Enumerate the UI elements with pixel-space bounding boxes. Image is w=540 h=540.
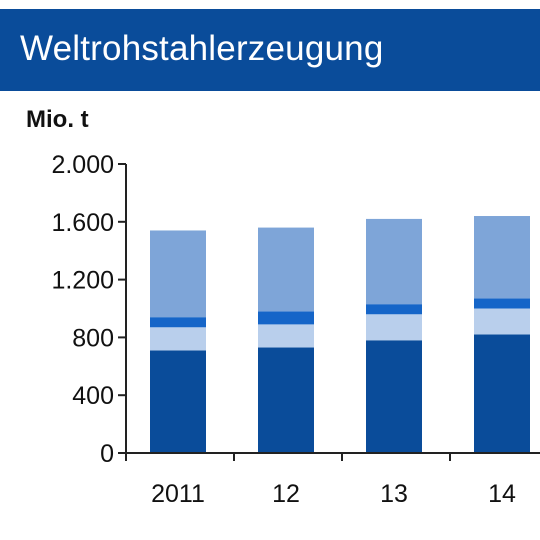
y-tick-label: 400 (72, 382, 114, 410)
x-tick-label: 12 (272, 480, 300, 508)
bar-segment-14-3 (474, 298, 530, 309)
bar-segment-14-1 (474, 334, 530, 453)
y-tick-label: 2.000 (51, 151, 114, 179)
y-tick-label: 800 (72, 324, 114, 352)
y-tick-label: 1.600 (51, 209, 114, 237)
bar-segment-2011-2 (150, 327, 206, 351)
bar-segment-2011-4 (150, 230, 206, 318)
x-tick-label: 2011 (151, 480, 205, 508)
y-axis-unit-label: Mio. t (26, 106, 89, 133)
y-ticks-group: 0 400 800 1.200 1.600 2.000 (51, 151, 126, 468)
x-ticks-group: 2011 12 13 14 (125, 453, 516, 508)
y-tick-label: 0 (100, 440, 114, 468)
bar-segment-12-2 (258, 324, 314, 348)
bar-segment-12-4 (258, 227, 314, 312)
x-tick-label: 13 (380, 480, 408, 508)
y-tick-label: 1.200 (51, 267, 114, 295)
chart-title-bar: Weltrohstahlerzeugung (0, 9, 540, 91)
x-tick-label: 14 (488, 480, 516, 508)
chart-title: Weltrohstahlerzeugung (20, 29, 384, 68)
axes-group (125, 164, 540, 454)
bar-segment-2011-3 (150, 317, 206, 328)
bar-segment-12-1 (258, 347, 314, 453)
bars-group (150, 216, 530, 453)
bar-segment-2011-1 (150, 350, 206, 453)
bar-segment-13-2 (366, 314, 422, 341)
bar-segment-13-4 (366, 218, 422, 305)
bar-segment-14-4 (474, 216, 530, 299)
bar-segment-12-3 (258, 311, 314, 325)
bar-segment-13-3 (366, 304, 422, 315)
bar-segment-13-1 (366, 340, 422, 453)
bar-segment-14-2 (474, 308, 530, 335)
